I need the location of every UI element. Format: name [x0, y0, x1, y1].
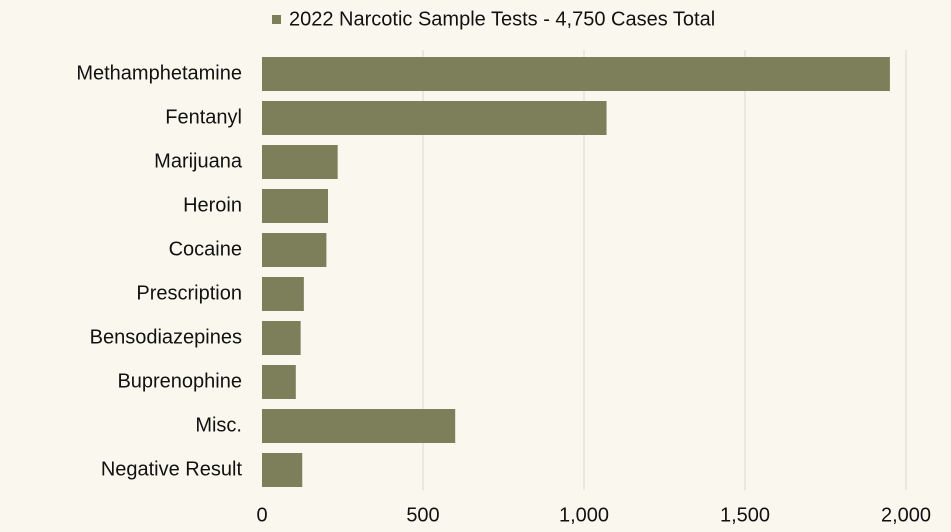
x-tick-label: 2,000	[881, 504, 931, 526]
bar	[262, 365, 296, 399]
bar	[262, 57, 890, 91]
x-tick-label: 500	[406, 504, 439, 526]
legend-marker	[272, 15, 281, 24]
bar	[262, 409, 456, 443]
y-tick-label: Prescription	[136, 282, 242, 304]
bar	[262, 101, 607, 135]
y-tick-label: Negative Result	[101, 458, 243, 480]
x-tick-label: 1,000	[559, 504, 609, 526]
y-tick-label: Marijuana	[154, 150, 243, 172]
bar	[262, 321, 301, 355]
y-tick-label: Bensodiazepines	[90, 326, 242, 348]
bar	[262, 277, 304, 311]
y-tick-label: Misc.	[195, 414, 242, 436]
y-tick-label: Heroin	[183, 194, 242, 216]
bar	[262, 189, 329, 223]
y-tick-label: Methamphetamine	[76, 62, 242, 84]
y-tick-label: Cocaine	[169, 238, 242, 260]
x-tick-label: 0	[256, 504, 267, 526]
bar	[262, 453, 303, 487]
y-tick-label: Buprenophine	[117, 370, 242, 392]
bar	[262, 233, 327, 267]
bar	[262, 145, 338, 179]
legend-label: 2022 Narcotic Sample Tests - 4,750 Cases…	[289, 8, 715, 30]
y-tick-label: Fentanyl	[165, 106, 242, 128]
x-tick-label: 1,500	[720, 504, 770, 526]
